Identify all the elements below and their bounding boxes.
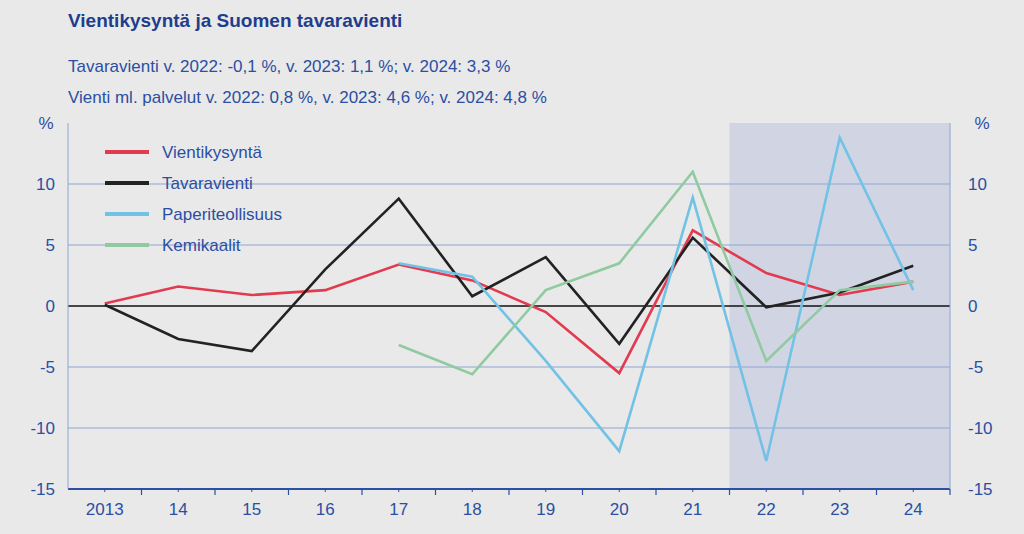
legend-label: Vientikysyntä	[162, 143, 262, 162]
x-tick-label: 23	[830, 500, 849, 519]
x-tick-label: 22	[757, 500, 776, 519]
x-tick-label: 18	[463, 500, 482, 519]
y-axis-line	[68, 123, 69, 489]
x-tick-label: 19	[536, 500, 555, 519]
x-tick	[288, 489, 289, 495]
x-tick-mark	[104, 489, 105, 492]
x-tick-label: 14	[169, 500, 188, 519]
background	[0, 0, 1024, 534]
y-tick-label: -15	[30, 480, 55, 499]
y-tick-label: 10	[36, 175, 55, 194]
x-tick-mark	[325, 489, 326, 492]
y2-tick-label: -5	[968, 358, 983, 377]
y-tick-label: -5	[40, 358, 55, 377]
y2-axis-label: %	[974, 114, 989, 133]
legend-label: Paperiteollisuus	[162, 205, 282, 224]
x-tick	[361, 489, 362, 495]
x-tick-label: 21	[683, 500, 702, 519]
subtitle: Tavaravienti v. 2022: -0,1 %, v. 2023: 1…	[68, 57, 510, 76]
x-tick-mark	[766, 489, 767, 492]
x-tick	[802, 489, 803, 495]
series-line	[399, 172, 914, 375]
grid-line	[68, 367, 950, 368]
x-tick	[949, 489, 950, 495]
x-tick-label: 15	[242, 500, 261, 519]
x-tick	[435, 489, 436, 495]
x-tick-mark	[619, 489, 620, 492]
legend-label: Tavaravienti	[162, 174, 253, 193]
chart: Vientikysyntä ja Suomen tavaravienti Tava…	[0, 0, 1024, 534]
x-tick	[214, 489, 215, 495]
x-tick-mark	[472, 489, 473, 492]
grid-line	[68, 428, 950, 429]
x-tick	[508, 489, 509, 495]
legend-label: Kemikaalit	[162, 236, 241, 255]
x-tick-mark	[692, 489, 693, 492]
title: Vientikysyntä ja Suomen tavaravienti	[68, 10, 402, 31]
x-tick-label: 17	[389, 500, 408, 519]
x-tick-label: 20	[610, 500, 629, 519]
x-tick-label: 24	[904, 500, 923, 519]
series-line	[105, 199, 914, 352]
legend-swatch	[105, 212, 149, 216]
x-tick-mark	[839, 489, 840, 492]
x-tick	[141, 489, 142, 495]
x-tick-label: 2013	[86, 500, 124, 519]
y2-tick-label: 5	[968, 236, 977, 255]
x-tick-mark	[251, 489, 252, 492]
x-tick-mark	[178, 489, 179, 492]
legend-swatch	[105, 243, 149, 247]
y2-tick-label: 10	[968, 175, 987, 194]
x-tick	[655, 489, 656, 495]
y-tick-label: -10	[30, 419, 55, 438]
grid-line	[68, 305, 950, 307]
x-tick-mark	[545, 489, 546, 492]
y-tick-label: 0	[46, 297, 55, 316]
y2-axis-line	[950, 123, 951, 489]
x-tick-label: 16	[316, 500, 335, 519]
x-tick-mark	[913, 489, 914, 492]
lines	[105, 138, 914, 461]
legend-swatch	[105, 150, 149, 154]
x-tick-mark	[398, 489, 399, 492]
series-line	[399, 138, 914, 461]
x-tick	[876, 489, 877, 495]
y2-tick-label: -10	[968, 419, 993, 438]
x-tick	[582, 489, 583, 495]
y-tick-label: 5	[46, 236, 55, 255]
legend-swatch	[105, 181, 149, 185]
y2-tick-label: -15	[968, 480, 993, 499]
subtitle: Vienti ml. palvelut v. 2022: 0,8 %, v. 2…	[68, 88, 547, 107]
y-axis-label: %	[38, 114, 53, 133]
x-tick	[729, 489, 730, 495]
y2-tick-label: 0	[968, 297, 977, 316]
